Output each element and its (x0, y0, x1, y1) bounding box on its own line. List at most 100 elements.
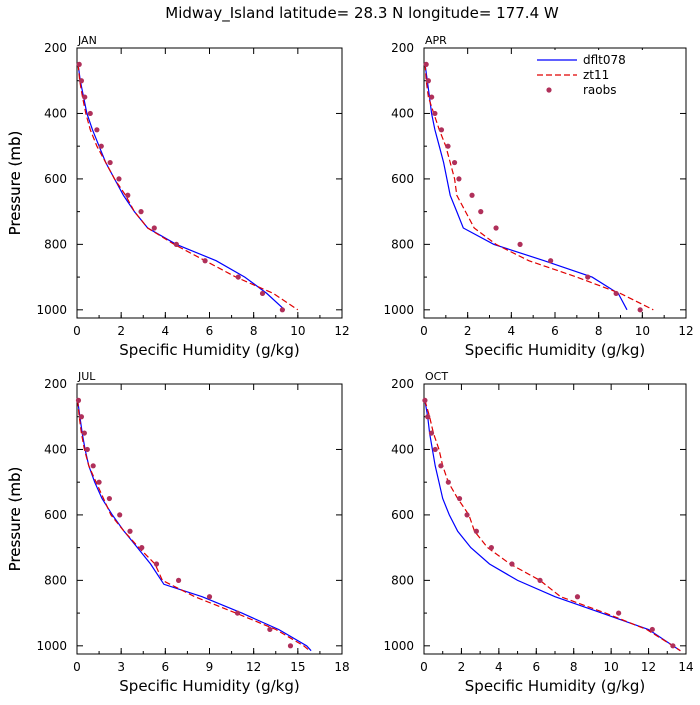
raobs-point (279, 307, 285, 313)
series-zt11-line (77, 400, 310, 652)
x-axis-title: Specific Humidity (g/kg) (465, 677, 645, 695)
y-tick-label: 800 (44, 573, 67, 587)
y-axis-title: Pressure (mb) (6, 131, 24, 236)
raobs-point (438, 127, 445, 133)
raobs-point (451, 159, 458, 166)
x-tick-label: 0 (73, 660, 81, 674)
raobs-point (649, 626, 655, 633)
raobs-point (78, 78, 85, 84)
x-tick-label: 15 (290, 660, 305, 674)
raobs-point (78, 414, 85, 420)
raobs-point (90, 463, 96, 469)
x-tick-label: 14 (678, 660, 693, 674)
x-tick-label: 12 (641, 660, 656, 674)
y-axis-title: Pressure (mb) (6, 467, 24, 572)
series-dflt078-line (424, 400, 681, 652)
raobs-point (425, 414, 431, 420)
raobs-point (127, 528, 133, 534)
raobs-point (98, 143, 104, 149)
x-tick-label: 10 (604, 660, 619, 674)
raobs-point (107, 159, 113, 166)
raobs-point (202, 258, 208, 264)
raobs-point (175, 577, 182, 583)
x-tick-label: 2 (117, 324, 125, 338)
x-tick-label: 0 (420, 660, 428, 674)
raobs-point (429, 94, 435, 100)
raobs-point (87, 110, 93, 117)
raobs-point (75, 397, 82, 403)
raobs-point (425, 78, 431, 84)
panel-apr: APR 0 2 4 6 8 10 12 200 400 600 800 1000 Specific Hum… (6, 34, 694, 359)
raobs-point (637, 307, 643, 313)
raobs-point (517, 241, 523, 247)
y-tick-label: 600 (391, 508, 414, 522)
raobs-point (422, 397, 428, 403)
y-tick-label: 600 (391, 172, 414, 186)
legend-label-raobs: raobs (583, 83, 617, 97)
raobs-point (287, 643, 294, 649)
plot-frame (423, 383, 687, 655)
raobs-point (469, 192, 475, 198)
raobs-point (464, 512, 470, 518)
raobs-point (96, 479, 102, 485)
raobs-point (259, 290, 266, 297)
legend-label-dflt078: dflt078 (583, 53, 626, 67)
panel-label: APR (425, 34, 447, 47)
raobs-point (585, 274, 591, 280)
raobs-point (116, 176, 122, 182)
x-tick-label: 0 (73, 324, 81, 338)
x-tick-label: 2 (464, 324, 472, 338)
raobs-point (173, 241, 179, 247)
legend-label-zt11: zt11 (583, 68, 609, 82)
y-tick-label: 200 (391, 377, 414, 391)
raobs-point (488, 545, 494, 551)
y-tick-label: 200 (44, 41, 67, 55)
raobs-point (117, 512, 123, 518)
raobs-point (670, 643, 676, 649)
x-tick-label: 4 (162, 324, 170, 338)
x-tick-label: 10 (635, 324, 650, 338)
raobs-point (613, 290, 619, 297)
y-tick-label: 1000 (383, 303, 414, 317)
legend-marker-raobs (546, 87, 552, 93)
panel-oct: OCT 0 2 4 6 8 10 12 14 200 400 600 800 1000 Specific H… (6, 370, 694, 695)
x-axis-title: Specific Humidity (g/kg) (465, 341, 645, 359)
x-tick-label: 12 (246, 660, 261, 674)
raobs-point (206, 594, 213, 600)
raobs-point (153, 561, 160, 567)
panel-jan: JAN 0 2 4 6 8 10 12 200 400 600 800 1000 Specific Hum… (6, 34, 350, 359)
raobs-point (456, 176, 462, 182)
y-axis-title: Pressure (mb) (6, 467, 24, 572)
x-axis-title: Specific Humidity (g/kg) (119, 341, 299, 359)
raobs-point (574, 594, 581, 600)
raobs-point (616, 610, 622, 616)
x-tick-label: 6 (206, 324, 214, 338)
x-tick-label: 12 (334, 324, 349, 338)
x-tick-label: 6 (532, 660, 540, 674)
panel-label: JAN (77, 34, 97, 47)
x-tick-label: 18 (334, 660, 349, 674)
panel-label: OCT (425, 370, 448, 383)
legend-box (535, 50, 685, 98)
raobs-point (82, 94, 88, 100)
x-tick-label: 2 (458, 660, 466, 674)
series-zt11-line (77, 64, 299, 311)
raobs-point (84, 446, 90, 453)
series-dflt078-line (77, 400, 312, 652)
series-zt11-line (424, 64, 654, 311)
raobs-point (151, 225, 157, 231)
y-tick-label: 600 (44, 508, 67, 522)
y-tick-label: 800 (44, 237, 67, 251)
x-tick-label: 8 (595, 324, 603, 338)
raobs-point (548, 258, 554, 264)
raobs-point (445, 479, 451, 485)
raobs-point (267, 626, 273, 633)
raobs-point (478, 209, 484, 215)
raobs-point (438, 463, 444, 469)
raobs-point (432, 110, 438, 117)
raobs-point (432, 446, 438, 453)
y-tick-label: 1000 (383, 639, 414, 653)
x-tick-label: 8 (570, 660, 578, 674)
x-tick-label: 4 (495, 660, 503, 674)
panel-label: JUL (77, 370, 96, 383)
